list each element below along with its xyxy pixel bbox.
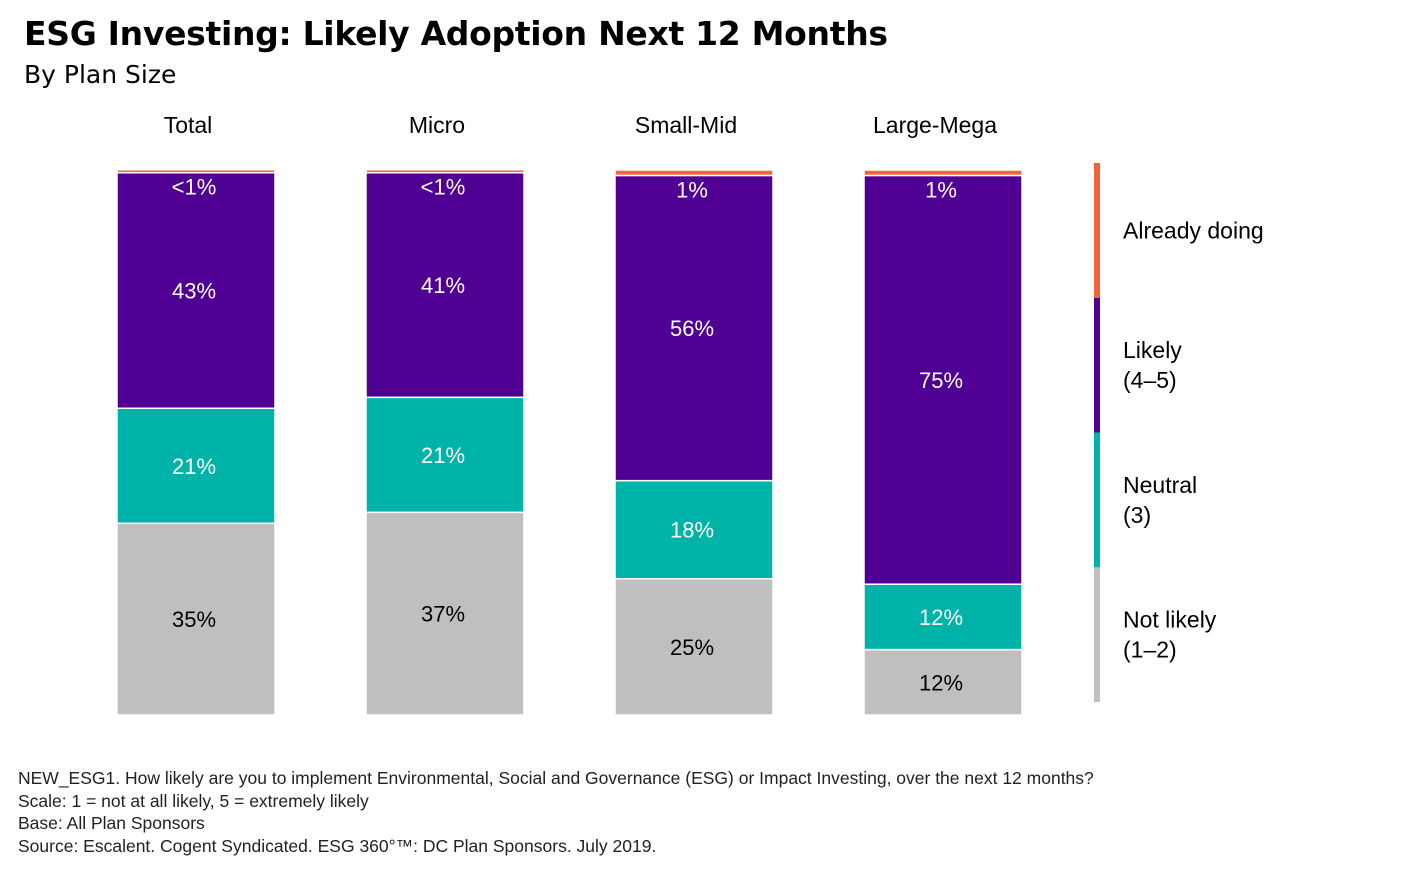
data-label-not-likely-total: 35% [172, 607, 216, 632]
legend-label-likely: Likely [1123, 337, 1182, 363]
category-label-large-mega: Large-Mega [873, 112, 997, 138]
legend-label-not-likely: Not likely [1123, 607, 1217, 633]
data-label-not-likely-small-mid: 25% [670, 635, 714, 660]
bar-segment-likely-micro [365, 171, 525, 399]
legend-label-likely-line-2: (4–5) [1123, 367, 1177, 393]
data-label-neutral-micro: 21% [421, 443, 465, 468]
bar-segment-already-doing-total [116, 168, 276, 174]
footnote-base: Base: All Plan Sponsors [18, 813, 205, 833]
data-label-neutral-total: 21% [172, 454, 216, 479]
category-label-micro: Micro [409, 112, 465, 138]
legend-label-neutral-line-2: (3) [1123, 502, 1151, 528]
data-label-not-likely-micro: 37% [421, 602, 465, 627]
bar-segment-likely-small-mid [614, 174, 774, 482]
legend-label-neutral: Neutral [1123, 472, 1197, 498]
bar-segment-not-likely-large-mega [863, 648, 1023, 716]
legend-swatch-neutral [1094, 432, 1100, 568]
data-label-already-doing-small-mid: 1% [676, 177, 708, 202]
bar-segment-not-likely-small-mid [614, 578, 774, 716]
data-label-likely-small-mid: 56% [670, 316, 714, 341]
data-label-likely-total: 43% [172, 279, 216, 304]
chart-subtitle: By Plan Size [24, 60, 177, 89]
bar-segment-already-doing-large-mega [863, 169, 1023, 177]
data-label-not-likely-large-mega: 12% [919, 670, 963, 695]
category-label-small-mid: Small-Mid [635, 112, 737, 138]
category-label-total: Total [164, 112, 213, 138]
bar-segment-likely-total [116, 171, 276, 410]
footnotes: NEW_ESG1. How likely are you to implemen… [18, 767, 1094, 857]
legend-label-not-likely-line-2: (1–2) [1123, 637, 1177, 663]
bar-segment-not-likely-total [116, 522, 276, 716]
legend-label-already-doing: Already doing [1123, 217, 1264, 243]
legend-swatch-not-likely [1094, 567, 1100, 702]
data-label-already-doing-micro: <1% [421, 175, 466, 200]
data-label-already-doing-large-mega: 1% [925, 177, 957, 202]
stacked-bar-chart: Total 35% 21% 43% <1% Micro 37% 21% 41% <1% Small-… [116, 112, 1264, 716]
footnote-scale: Scale: 1 = not at all likely, 5 = extrem… [18, 790, 369, 811]
bar-segment-neutral-small-mid [614, 479, 774, 580]
data-label-neutral-large-mega: 12% [919, 605, 963, 630]
legend-swatch-already-doing [1094, 163, 1100, 298]
bar-segment-likely-large-mega [863, 174, 1023, 585]
data-label-likely-large-mega: 75% [919, 368, 963, 393]
bar-segment-neutral-large-mega [863, 583, 1023, 651]
chart-title: ESG Investing: Likely Adoption Next 12 M… [24, 14, 888, 53]
bar-segment-already-doing-small-mid [614, 169, 774, 177]
data-label-neutral-small-mid: 18% [670, 518, 714, 543]
data-label-already-doing-total: <1% [172, 175, 217, 200]
legend-swatch-likely [1094, 297, 1100, 433]
footnote-question: NEW_ESG1. How likely are you to implemen… [18, 768, 1094, 788]
bar-segment-neutral-micro [365, 396, 525, 514]
bar-segment-neutral-total [116, 407, 276, 525]
data-label-likely-micro: 41% [421, 273, 465, 298]
bar-segment-already-doing-micro [365, 168, 525, 174]
footnote-source: Source: Escalent. Cogent Syndicated. ESG… [18, 835, 657, 856]
